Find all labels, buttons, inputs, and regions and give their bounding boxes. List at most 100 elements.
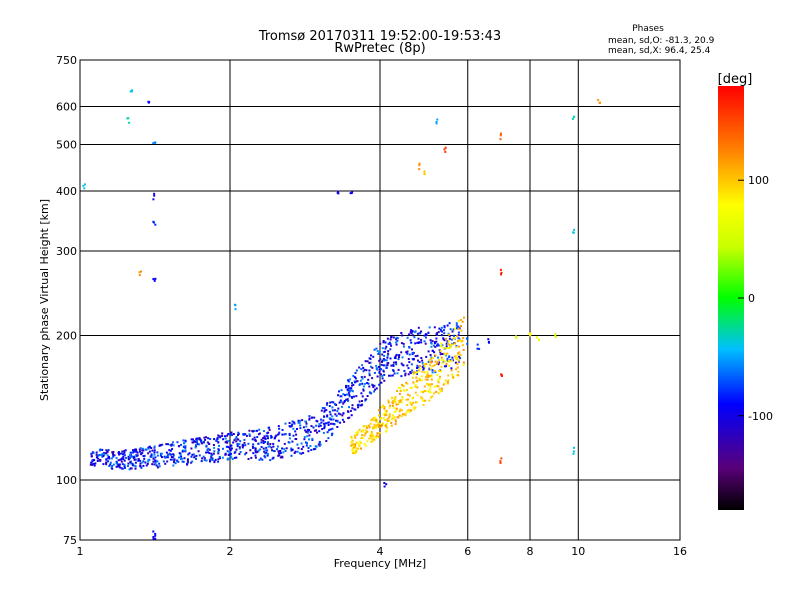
- echo-point: [407, 393, 410, 396]
- echo-point: [350, 389, 353, 392]
- echo-point: [416, 386, 419, 389]
- echo-point: [439, 350, 442, 353]
- echo-point: [416, 332, 419, 335]
- echo-point: [354, 381, 357, 384]
- echo-point: [299, 419, 302, 422]
- echo-point: [115, 457, 118, 460]
- echo-point: [433, 392, 436, 395]
- echo-point: [186, 459, 189, 462]
- echo-point: [407, 367, 410, 370]
- echo-point: [460, 319, 462, 321]
- echo-point: [250, 456, 253, 459]
- echo-point: [361, 434, 364, 437]
- echo-point: [351, 447, 354, 450]
- echo-point: [368, 426, 371, 429]
- echo-point: [397, 386, 400, 389]
- echo-point: [382, 370, 385, 373]
- echo-point: [436, 361, 439, 364]
- echo-point: [290, 448, 293, 451]
- echo-point: [342, 402, 345, 405]
- echo-point: [387, 399, 390, 402]
- echo-point: [375, 427, 377, 430]
- echo-point: [284, 422, 287, 425]
- echo-point: [248, 433, 251, 436]
- echo-point: [264, 449, 267, 452]
- echo-point: [209, 460, 211, 463]
- echo-point: [446, 357, 449, 360]
- echo-point: [278, 427, 281, 430]
- echo-point: [127, 462, 130, 465]
- echo-point: [448, 356, 451, 358]
- echo-point: [366, 382, 369, 384]
- echo-point: [441, 353, 444, 355]
- echo-point: [411, 334, 414, 337]
- echo-point: [412, 358, 415, 361]
- echo-point: [128, 121, 131, 124]
- echo-point: [257, 442, 260, 445]
- echo-point: [348, 393, 351, 396]
- echo-point: [93, 459, 96, 462]
- echo-point: [450, 369, 453, 372]
- echo-point: [128, 468, 131, 471]
- echo-point: [288, 437, 291, 440]
- echo-point: [407, 373, 410, 376]
- echo-point: [300, 442, 303, 445]
- echo-point: [336, 420, 339, 423]
- echo-point: [395, 343, 398, 346]
- echo-point: [364, 382, 367, 385]
- echo-point: [112, 452, 114, 455]
- echo-point: [211, 457, 214, 460]
- echo-point: [165, 443, 168, 446]
- echo-point: [396, 390, 398, 392]
- echo-point: [224, 435, 226, 438]
- echo-point: [123, 451, 126, 454]
- echo-point: [302, 426, 305, 429]
- echo-point: [260, 438, 263, 441]
- echo-point: [270, 446, 273, 449]
- echo-point: [353, 452, 356, 455]
- echo-point: [410, 331, 413, 334]
- echo-point: [454, 327, 456, 330]
- echo-point: [297, 419, 300, 422]
- echo-point: [147, 458, 150, 461]
- echo-point: [134, 449, 137, 452]
- echo-point: [440, 329, 442, 332]
- echo-point: [158, 462, 161, 465]
- echo-point: [219, 436, 222, 439]
- echo-point: [375, 420, 378, 423]
- echo-point: [435, 122, 438, 125]
- echo-point: [239, 440, 242, 443]
- echo-point: [109, 463, 112, 466]
- echo-point: [401, 383, 403, 386]
- echo-point: [101, 453, 104, 456]
- echo-point: [382, 341, 385, 344]
- echo-point: [235, 448, 238, 451]
- echo-point: [245, 451, 248, 454]
- echo-point: [247, 458, 250, 460]
- echo-point: [370, 435, 373, 437]
- echo-point: [308, 438, 310, 441]
- echo-point: [354, 443, 357, 446]
- echo-point: [138, 274, 141, 277]
- echo-point: [456, 363, 459, 365]
- echo-point: [194, 446, 197, 449]
- echo-point: [153, 279, 156, 282]
- echo-point: [351, 404, 354, 407]
- echo-point: [366, 430, 369, 433]
- echo-point: [391, 396, 394, 399]
- echo-point: [394, 355, 397, 358]
- echo-point: [355, 395, 358, 398]
- echo-point: [329, 413, 332, 416]
- echo-point: [363, 375, 366, 378]
- echo-point: [234, 308, 237, 311]
- echo-point: [414, 372, 417, 375]
- echo-point: [409, 402, 412, 405]
- echo-point: [445, 345, 448, 348]
- echo-point: [91, 463, 94, 466]
- echo-point: [235, 456, 238, 459]
- echo-point: [214, 458, 217, 461]
- echo-point: [207, 447, 210, 450]
- echo-point: [375, 418, 378, 421]
- echo-point: [170, 443, 173, 446]
- echo-point: [385, 422, 388, 425]
